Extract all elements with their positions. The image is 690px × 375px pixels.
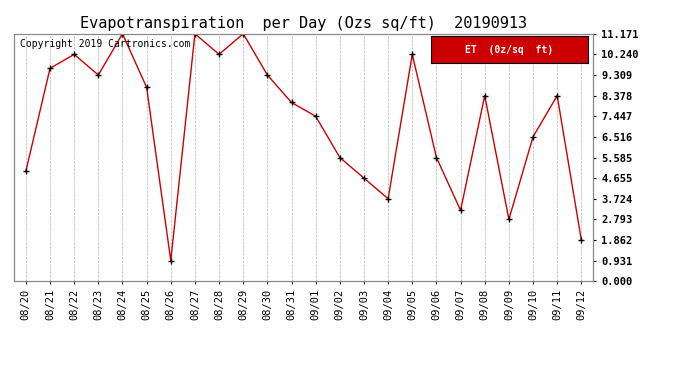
Title: Evapotranspiration  per Day (Ozs sq/ft)  20190913: Evapotranspiration per Day (Ozs sq/ft) 2… xyxy=(80,16,527,31)
Text: Copyright 2019 Cartronics.com: Copyright 2019 Cartronics.com xyxy=(19,39,190,49)
